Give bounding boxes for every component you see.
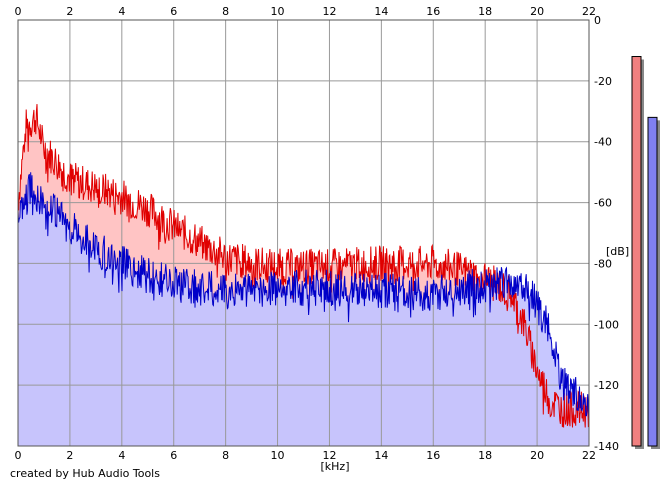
x-tick-label-bottom: 16 (426, 449, 440, 462)
y-tick-label: -20 (594, 75, 612, 88)
x-tick-label-bottom: 20 (530, 449, 544, 462)
series-lines (17, 104, 590, 428)
x-tick-label-top: 16 (426, 5, 440, 18)
level-meter-bar (631, 56, 642, 447)
y-tick-label: -60 (594, 197, 612, 210)
x-tick-label-top: 4 (118, 5, 125, 18)
x-tick-label-top: 0 (15, 5, 22, 18)
x-tick-label-top: 8 (222, 5, 229, 18)
x-tick-label-bottom: 10 (271, 449, 285, 462)
y-axis-label: [dB] (606, 245, 629, 258)
series-line-0 (17, 104, 590, 428)
level-meter-bar (647, 116, 658, 447)
credit-text: created by Hub Audio Tools (10, 467, 160, 480)
x-tick-label-top: 6 (170, 5, 177, 18)
x-ticks-top: 0 2 4 6 8 10 12 14 16 18 20 22 (15, 5, 597, 18)
x-tick-label-bottom: 12 (322, 449, 336, 462)
x-tick-label-bottom: 6 (170, 449, 177, 462)
x-tick-label-bottom: 8 (222, 449, 229, 462)
x-tick-label-top: 20 (530, 5, 544, 18)
series-line-1 (17, 172, 590, 419)
x-tick-label-top: 14 (374, 5, 388, 18)
x-tick-label-bottom: 18 (478, 449, 492, 462)
y-tick-label: -100 (594, 318, 619, 331)
x-ticks-bottom: 0 2 4 6 8 10 12 14 16 18 20 22 (15, 449, 597, 462)
axes (17, 19, 590, 447)
y-tick-label: 0 (594, 14, 601, 27)
x-tick-label-top: 22 (582, 5, 596, 18)
x-tick-label-top: 10 (271, 5, 285, 18)
x-tick-label-top: 12 (322, 5, 336, 18)
y-tick-label: -140 (594, 440, 619, 453)
plot-frame (17, 19, 590, 447)
x-tick-label-bottom: 2 (66, 449, 73, 462)
y-tick-label: -80 (594, 257, 612, 270)
x-tick-label-bottom: 22 (582, 449, 596, 462)
x-tick-label-top: 2 (66, 5, 73, 18)
x-tick-label-bottom: 0 (15, 449, 22, 462)
series-fill-1 (18, 172, 589, 447)
y-tick-label: -40 (594, 136, 612, 149)
y-tick-label: -120 (594, 379, 619, 392)
x-axis-label: [kHz] (321, 460, 350, 473)
x-tick-label-bottom: 4 (118, 449, 125, 462)
x-tick-label-bottom: 14 (374, 449, 388, 462)
level-meters (631, 56, 660, 450)
y-ticks: 0 -20 -40 -60 -80 -100 -120 -140 (594, 14, 619, 453)
x-tick-label-top: 18 (478, 5, 492, 18)
